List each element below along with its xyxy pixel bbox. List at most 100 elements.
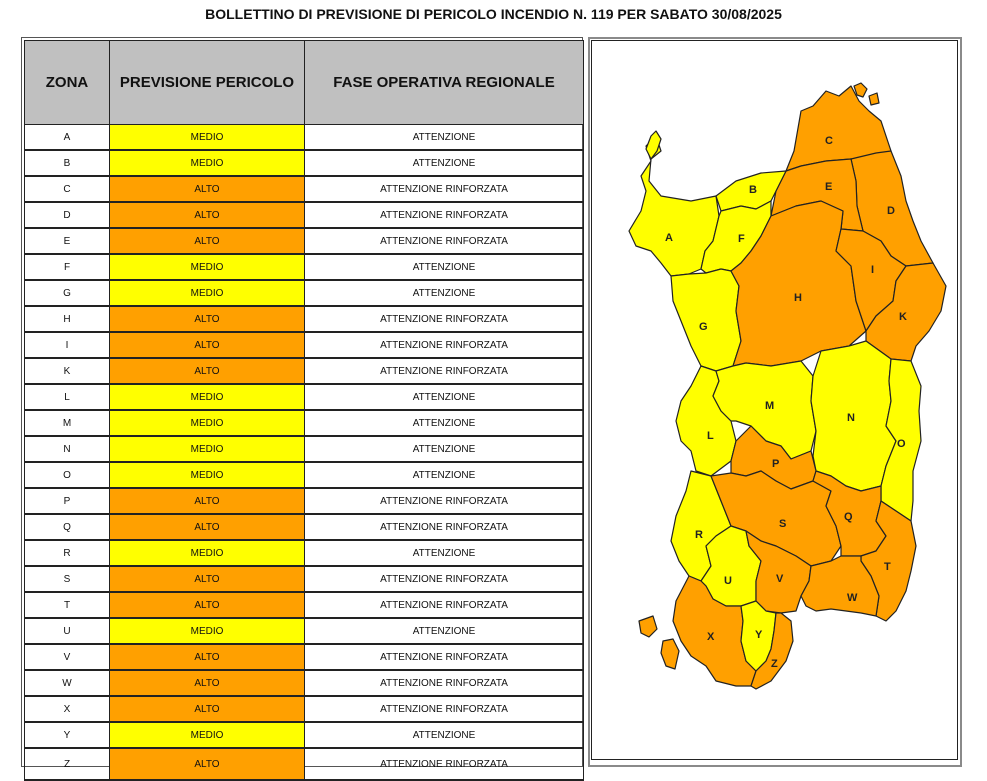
zona-cell: V xyxy=(24,643,110,671)
zona-cell: Y xyxy=(24,721,110,749)
map-zone-label: Y xyxy=(755,629,763,641)
map-zone-label: Q xyxy=(844,511,853,523)
zona-cell: N xyxy=(24,435,110,463)
zona-cell: M xyxy=(24,409,110,437)
pericolo-cell: ALTO xyxy=(109,331,305,359)
zone-V xyxy=(745,530,812,614)
island-maddalena xyxy=(853,82,868,98)
fase-cell: ATTENZIONE xyxy=(304,279,584,307)
fase-cell: ATTENZIONE xyxy=(304,617,584,645)
map-zone-label: U xyxy=(724,575,732,587)
fase-cell: ATTENZIONE RINFORZATA xyxy=(304,643,584,671)
zona-cell: A xyxy=(24,124,110,151)
fase-cell: ATTENZIONE RINFORZATA xyxy=(304,227,584,255)
table-row: P ALTO ATTENZIONE RINFORZATA xyxy=(24,487,584,515)
zona-cell: T xyxy=(24,591,110,619)
map-zone-label: M xyxy=(765,400,774,412)
zona-cell: F xyxy=(24,253,110,281)
map-zone-label: W xyxy=(847,592,858,604)
pericolo-cell: MEDIO xyxy=(109,124,305,151)
sardinia-map-panel: A B C D E F G H I K L M N O P Q R S T U … xyxy=(591,40,958,760)
zona-cell: G xyxy=(24,279,110,307)
table-row: H ALTO ATTENZIONE RINFORZATA xyxy=(24,305,584,333)
table-header-row: ZONA PREVISIONE PERICOLO FASE OPERATIVA … xyxy=(24,40,584,125)
map-zone-label: Z xyxy=(771,658,778,670)
map-zone-label: K xyxy=(899,311,907,323)
zona-cell: S xyxy=(24,565,110,593)
forecast-table: ZONA PREVISIONE PERICOLO FASE OPERATIVA … xyxy=(24,40,584,781)
map-zone-label: A xyxy=(665,232,673,244)
map-zone-label: L xyxy=(707,430,714,442)
table-row: S ALTO ATTENZIONE RINFORZATA xyxy=(24,565,584,593)
forecast-table-container: ZONA PREVISIONE PERICOLO FASE OPERATIVA … xyxy=(24,40,584,781)
table-row: G MEDIO ATTENZIONE xyxy=(24,279,584,307)
pericolo-cell: ALTO xyxy=(109,513,305,541)
table-row: I ALTO ATTENZIONE RINFORZATA xyxy=(24,331,584,359)
fase-cell: ATTENZIONE xyxy=(304,124,584,151)
table-row: T ALTO ATTENZIONE RINFORZATA xyxy=(24,591,584,619)
fase-cell: ATTENZIONE RINFORZATA xyxy=(304,305,584,333)
table-row: F MEDIO ATTENZIONE xyxy=(24,253,584,281)
pericolo-cell: ALTO xyxy=(109,175,305,203)
map-zone-label: H xyxy=(794,292,802,304)
pericolo-cell: MEDIO xyxy=(109,383,305,411)
fase-cell: ATTENZIONE xyxy=(304,539,584,567)
pericolo-cell: ALTO xyxy=(109,201,305,229)
map-zone-label: G xyxy=(699,321,708,333)
pericolo-cell: ALTO xyxy=(109,305,305,333)
zona-cell: E xyxy=(24,227,110,255)
fase-cell: ATTENZIONE xyxy=(304,409,584,437)
pericolo-cell: ALTO xyxy=(109,695,305,723)
map-zone-label: O xyxy=(897,438,906,450)
table-row: N MEDIO ATTENZIONE xyxy=(24,435,584,463)
pericolo-cell: MEDIO xyxy=(109,149,305,177)
map-zone-label: B xyxy=(749,184,757,196)
map-zone-label: N xyxy=(847,412,855,424)
zona-cell: P xyxy=(24,487,110,515)
header-zona: ZONA xyxy=(24,40,110,125)
zona-cell: H xyxy=(24,305,110,333)
zona-cell: I xyxy=(24,331,110,359)
map-zone-label: E xyxy=(825,181,832,193)
map-zone-label: D xyxy=(887,205,895,217)
pericolo-cell: ALTO xyxy=(109,591,305,619)
zona-cell: C xyxy=(24,175,110,203)
fase-cell: ATTENZIONE RINFORZATA xyxy=(304,175,584,203)
map-zone-label: F xyxy=(738,233,745,245)
zona-cell: B xyxy=(24,149,110,177)
pericolo-cell: MEDIO xyxy=(109,721,305,749)
table-row: D ALTO ATTENZIONE RINFORZATA xyxy=(24,201,584,229)
zona-cell: K xyxy=(24,357,110,385)
header-previsione-pericolo: PREVISIONE PERICOLO xyxy=(109,40,305,125)
island-asinara xyxy=(645,130,662,160)
pericolo-cell: ALTO xyxy=(109,669,305,697)
fase-cell: ATTENZIONE RINFORZATA xyxy=(304,565,584,593)
pericolo-cell: MEDIO xyxy=(109,617,305,645)
zona-cell: U xyxy=(24,617,110,645)
table-row: L MEDIO ATTENZIONE xyxy=(24,383,584,411)
table-row: X ALTO ATTENZIONE RINFORZATA xyxy=(24,695,584,723)
table-body: A MEDIO ATTENZIONE B MEDIO ATTENZIONE C ALTO ATT… xyxy=(24,124,584,781)
table-row: B MEDIO ATTENZIONE xyxy=(24,149,584,177)
fase-cell: ATTENZIONE RINFORZATA xyxy=(304,487,584,515)
table-row: E ALTO ATTENZIONE RINFORZATA xyxy=(24,227,584,255)
map-zone-label: V xyxy=(776,573,784,585)
table-row: Y MEDIO ATTENZIONE xyxy=(24,721,584,749)
table-row: A MEDIO ATTENZIONE xyxy=(24,124,584,151)
sardinia-risk-map: A B C D E F G H I K L M N O P Q R S T U … xyxy=(628,82,947,690)
fase-cell: ATTENZIONE RINFORZATA xyxy=(304,201,584,229)
map-zone-label: R xyxy=(695,529,703,541)
fase-cell: ATTENZIONE xyxy=(304,383,584,411)
pericolo-cell: MEDIO xyxy=(109,279,305,307)
pericolo-cell: ALTO xyxy=(109,357,305,385)
bulletin-title: BOLLETTINO DI PREVISIONE DI PERICOLO INC… xyxy=(205,6,782,22)
pericolo-cell: ALTO xyxy=(109,487,305,515)
fase-cell: ATTENZIONE RINFORZATA xyxy=(304,695,584,723)
island-sant-antioco xyxy=(660,638,680,670)
map-zone-label: S xyxy=(779,518,786,530)
fase-cell: ATTENZIONE xyxy=(304,721,584,749)
pericolo-cell: ALTO xyxy=(109,227,305,255)
table-row: R MEDIO ATTENZIONE xyxy=(24,539,584,567)
table-row: Q ALTO ATTENZIONE RINFORZATA xyxy=(24,513,584,541)
fase-cell: ATTENZIONE xyxy=(304,149,584,177)
